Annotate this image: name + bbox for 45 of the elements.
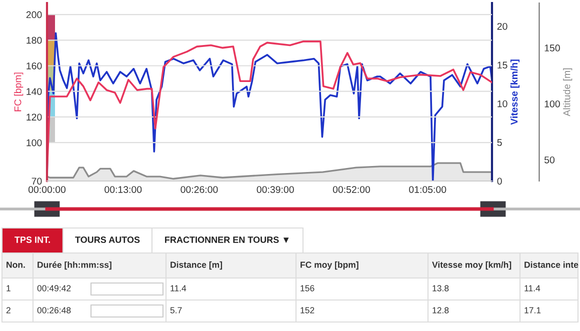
y2-tick-label: 20 (497, 22, 508, 30)
text: FC moy [bpm] (300, 261, 358, 270)
x-tick-label: 00:39:00 (256, 186, 294, 193)
text: Durée [hh:mm:ss] (38, 261, 112, 270)
text: Vitesse moy [km/h] (432, 261, 512, 270)
y2-tick-label: 0 (497, 178, 502, 185)
x-tick-label: 01:05:00 (409, 186, 446, 193)
y3-tick-label: 50 (544, 156, 555, 164)
x-tick-label: 00:26:00 (180, 186, 218, 193)
y-tick-label: 100 (26, 139, 42, 146)
y2-tick-label: 5 (497, 139, 502, 146)
text: TOURS AUTOS (75, 236, 140, 243)
x-tick-label: 00:52:00 (332, 186, 370, 193)
y2-tick-label: 15 (498, 62, 508, 69)
text: 12.8 (432, 307, 449, 314)
text: 5.7 (170, 307, 182, 314)
text: Distance inte (524, 261, 578, 268)
text: Non. (6, 262, 25, 268)
y2-axis-title: Vitesse [km/h] (510, 60, 520, 125)
y2-tick-label: 10 (498, 100, 508, 108)
y-tick-label: 140 (26, 88, 42, 95)
y3-tick-label: 100 (544, 100, 560, 108)
y-tick-label: 200 (26, 11, 42, 18)
y-tick-label: 70 (32, 178, 42, 185)
y3-axis-title: Altitude [m] (563, 68, 572, 116)
text: 00:49:42 (37, 285, 71, 292)
y-tick-label: 120 (26, 114, 42, 121)
text: FRACTIONNER EN TOURS ▼ (165, 236, 289, 243)
text: 00:26:48 (37, 307, 71, 314)
text: TPS INT. (14, 236, 50, 243)
x-tick-label: 00:00:00 (28, 186, 66, 193)
text: 152 (300, 307, 314, 314)
y-tick-label: 160 (26, 62, 42, 70)
text: 11.4 (524, 285, 540, 292)
text: 2 (6, 307, 10, 314)
text: 1 (6, 285, 10, 292)
text: 156 (300, 285, 314, 292)
text: 11.4 (170, 285, 186, 292)
text: 13.8 (432, 285, 449, 292)
y-axis-title: FC [bpm] (14, 72, 24, 112)
y3-tick-label: 150 (544, 44, 560, 52)
x-tick-label: 00:13:00 (104, 186, 142, 193)
text: 17.1 (524, 307, 541, 314)
y-tick-label: 180 (26, 36, 42, 44)
text: Distance [m] (170, 261, 222, 270)
